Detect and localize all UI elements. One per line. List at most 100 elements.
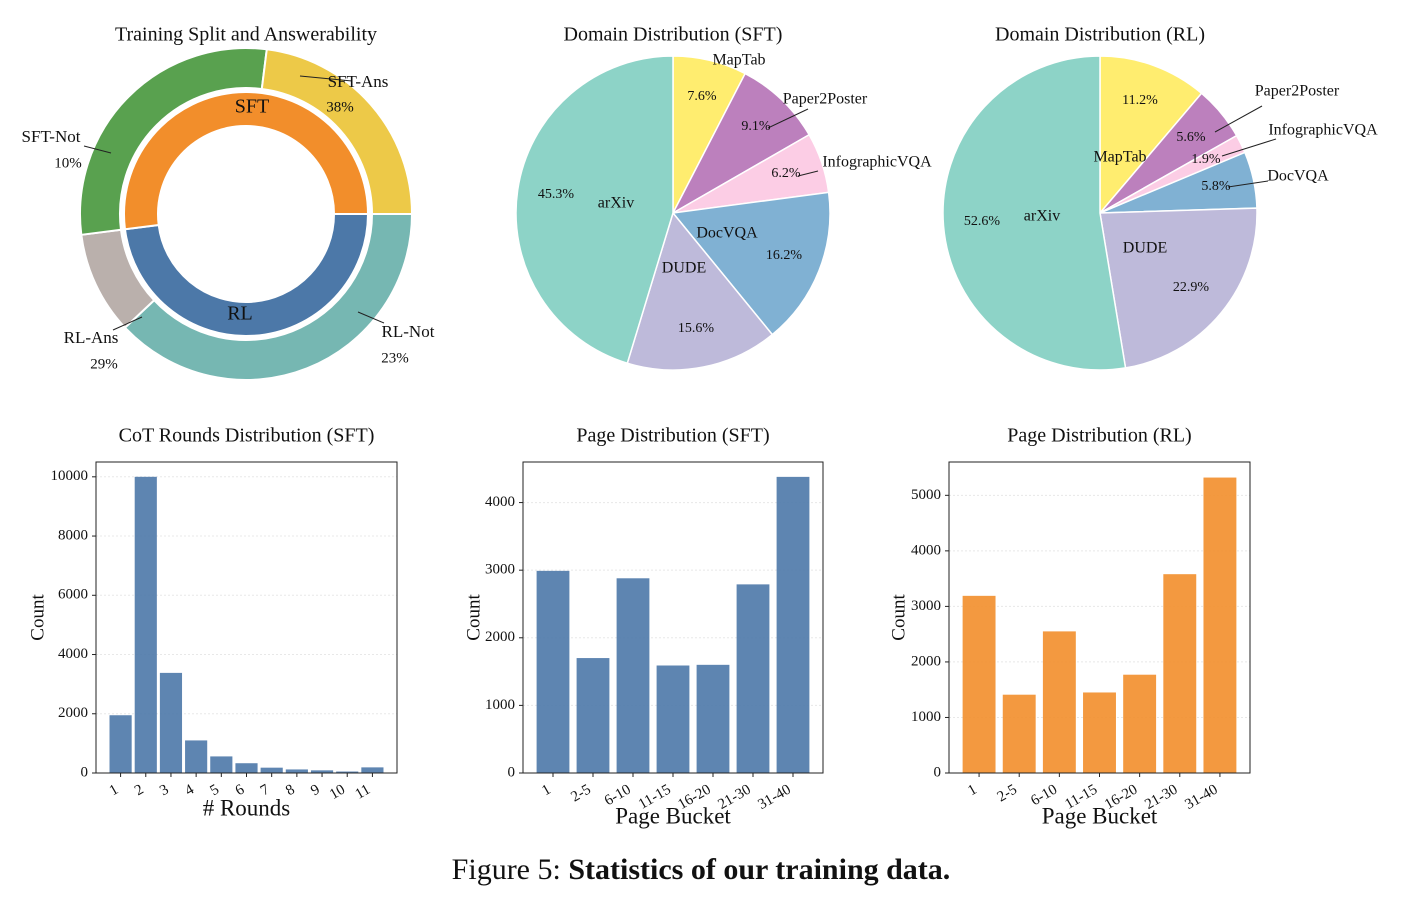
- bar-21-30: [1163, 574, 1197, 773]
- y-tick-label: 2000: [485, 629, 515, 645]
- chart-title: Domain Distribution (SFT): [564, 24, 783, 46]
- plot-frame: [948, 461, 1251, 774]
- pie-slice-paper2poster: [671, 72, 811, 215]
- bar-3: [159, 672, 183, 773]
- figure-canvas: Training Split and Answerability SFT RL SFT…: [22, 24, 1379, 829]
- bar-21-30: [736, 584, 770, 773]
- y-tick-label: 4000: [58, 646, 88, 662]
- pie-pct-label: 7.6%: [687, 89, 717, 104]
- pie-pct-label: 5.8%: [1201, 179, 1231, 194]
- pie-label: InfographicVQA: [822, 154, 932, 171]
- pie-label: DUDE: [1123, 240, 1167, 257]
- x-axis-label: Page Bucket: [615, 803, 731, 828]
- leader-line: [1227, 180, 1269, 188]
- leader-line: [112, 316, 143, 331]
- leader-line: [767, 108, 809, 129]
- donut-inner-slice-sft: [123, 213, 370, 337]
- pie-label: DUDE: [662, 260, 706, 277]
- y-tick-label: 0: [934, 764, 942, 780]
- leader-line: [1221, 138, 1277, 157]
- bar-6: [235, 763, 258, 773]
- pie-pct-label: 45.3%: [538, 187, 575, 202]
- y-tick-label: 4000: [485, 494, 515, 510]
- pie-slice-arxiv: [515, 55, 674, 365]
- bar-6-10: [1042, 631, 1076, 773]
- donut-outer-pct-label: 29%: [90, 356, 118, 372]
- bar-1: [962, 595, 996, 773]
- y-tick-label: 1000: [911, 709, 941, 725]
- pie-label: Paper2Poster: [1255, 83, 1340, 100]
- donut-outer-pct-label: 10%: [54, 155, 82, 171]
- donut-inner-label: RL: [227, 303, 253, 325]
- pie-slice-docvqa: [671, 191, 831, 336]
- x-tick-label: 2: [132, 782, 146, 800]
- bar-chart-cot-rounds-distribution-sft: CoT Rounds Distribution (SFT)1 2 3 4 5 6 7 8 9 10…: [27, 425, 398, 820]
- plot-frame: [95, 461, 398, 774]
- pie-pct-label: 52.6%: [964, 214, 1001, 229]
- donut-outer-label: SFT-Ans: [328, 72, 389, 91]
- bar-11-15: [656, 665, 690, 773]
- bar-7: [260, 767, 283, 773]
- leader-line: [83, 145, 112, 154]
- bar-chart-page-distribution-rl: Page Distribution (RL)1 2-5 6-10 11-15 16-20…: [888, 425, 1251, 828]
- pie-slice-dude: [1099, 207, 1258, 369]
- pie-label: arXiv: [1024, 208, 1060, 225]
- x-tick-label: 31-40: [1182, 782, 1220, 813]
- chart-title: Page Distribution (SFT): [576, 425, 769, 447]
- y-tick-label: 4000: [911, 542, 941, 558]
- pie-pct-label: 16.2%: [766, 248, 803, 263]
- y-tick-label: 6000: [58, 587, 88, 603]
- bar-5: [210, 756, 233, 773]
- x-tick-label: 31-40: [755, 782, 793, 813]
- pie-label: DocVQA: [1267, 168, 1329, 185]
- bar-11-15: [1083, 692, 1116, 773]
- bar-2: [134, 476, 157, 773]
- pie-pct-label: 22.9%: [1173, 280, 1210, 295]
- x-axis-label: Page Bucket: [1042, 803, 1158, 828]
- pie-pct-label: 5.6%: [1176, 130, 1206, 145]
- y-tick-label: 3000: [911, 598, 941, 614]
- bar-2-5: [576, 658, 610, 773]
- pie-label: MapTab: [1093, 149, 1146, 166]
- y-tick-label: 0: [81, 764, 89, 780]
- y-tick-label: 2000: [911, 653, 941, 669]
- bar-16-20: [696, 664, 730, 773]
- donut-outer-pct-label: 23%: [381, 350, 409, 366]
- y-tick-label: 1000: [485, 697, 515, 713]
- y-axis-label: Count: [463, 594, 484, 641]
- bar-1: [109, 715, 132, 773]
- x-tick-label: 2-5: [568, 782, 593, 806]
- pie-label: Paper2Poster: [783, 91, 868, 108]
- bar-4: [185, 740, 208, 773]
- x-tick-label: 1: [107, 782, 121, 800]
- pie-pct-label: 9.1%: [741, 119, 771, 134]
- bar-11: [361, 767, 384, 773]
- bar-10: [336, 771, 359, 773]
- bar-6-10: [616, 578, 650, 773]
- leader-line: [1214, 105, 1263, 133]
- bar-1: [536, 570, 570, 773]
- pie-pct-label: 1.9%: [1191, 152, 1221, 167]
- x-tick-label: 1: [539, 782, 553, 800]
- caption-prefix: Figure 5:: [451, 853, 561, 886]
- x-tick-label: 1: [965, 782, 979, 800]
- y-axis-label: Count: [888, 594, 909, 641]
- pie-pct-label: 11.2%: [1122, 93, 1158, 108]
- pie-label: InfographicVQA: [1268, 122, 1378, 139]
- pie-label: arXiv: [598, 195, 634, 212]
- leader-line: [357, 311, 385, 324]
- leader-line: [797, 170, 819, 177]
- donut-outer-label: RL-Ans: [64, 328, 119, 347]
- bar-31-40: [776, 476, 810, 773]
- donut-outer-slice-rl-not: [260, 48, 414, 215]
- pie-slice-dude: [626, 211, 774, 371]
- x-tick-label: 10: [327, 782, 348, 803]
- plot-frame: [522, 461, 824, 774]
- pie-pct-label: 15.6%: [678, 321, 715, 336]
- donut-outer-label: RL-Not: [382, 322, 435, 341]
- x-tick-label: 2-5: [995, 782, 1020, 806]
- bar-9: [310, 770, 334, 773]
- x-tick-label: 4: [182, 781, 197, 799]
- donut-outer-pct-label: 38%: [326, 99, 354, 115]
